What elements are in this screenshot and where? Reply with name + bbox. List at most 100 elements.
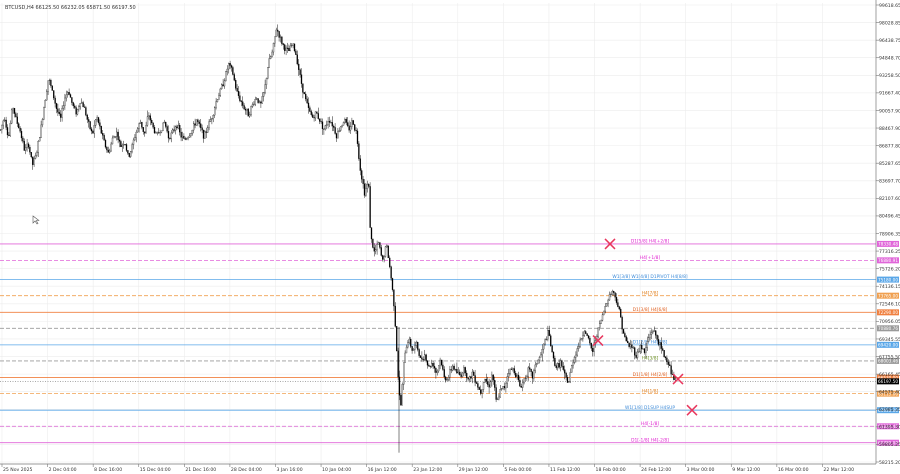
level-price-tag bbox=[877, 439, 899, 446]
level-price-tag-text: 72290.00 bbox=[878, 310, 898, 315]
candle-body bbox=[324, 125, 326, 130]
price-tick-label: 66165.45 bbox=[879, 372, 900, 378]
candle-body bbox=[412, 349, 415, 351]
time-tick-label: 10 Jan 04:00 bbox=[322, 467, 351, 473]
candle-body bbox=[146, 116, 149, 126]
candle-body bbox=[557, 363, 559, 368]
candle-body bbox=[411, 346, 413, 351]
candle-body bbox=[254, 99, 256, 105]
candle-body bbox=[263, 92, 265, 97]
candle-body bbox=[488, 384, 490, 388]
level-label: H4[7/8] bbox=[642, 290, 659, 296]
time-tick-label: 11 Feb 12:00 bbox=[550, 467, 580, 473]
candle-body bbox=[438, 365, 440, 372]
price-tick-label: 83697.70 bbox=[879, 179, 900, 185]
candle-body bbox=[251, 104, 254, 107]
candle-body bbox=[349, 126, 352, 131]
candle-body bbox=[482, 382, 485, 390]
candle-body bbox=[456, 369, 458, 374]
candle-body bbox=[436, 370, 438, 373]
chart-grid bbox=[0, 3, 876, 464]
candle-body bbox=[575, 354, 577, 358]
candle-body bbox=[475, 382, 478, 384]
candle-body bbox=[215, 101, 217, 108]
candle-body bbox=[558, 363, 560, 368]
candle-body bbox=[580, 338, 583, 341]
level-price-tag bbox=[877, 276, 899, 283]
candle-body bbox=[426, 360, 429, 366]
candle-body bbox=[116, 131, 118, 137]
candle-body bbox=[543, 343, 545, 350]
candle-body bbox=[107, 149, 109, 153]
price-tick-label: 74136.15 bbox=[879, 284, 900, 290]
candle-body bbox=[62, 105, 65, 109]
candle-body bbox=[421, 357, 423, 360]
candle-body bbox=[670, 365, 672, 375]
candle-body bbox=[541, 349, 543, 356]
candle-body bbox=[47, 80, 49, 92]
candle-body bbox=[352, 120, 354, 125]
candle-body bbox=[190, 133, 192, 137]
candle-body bbox=[362, 179, 364, 184]
level-price-tag-text: 62230.45 bbox=[878, 424, 898, 429]
candle-body bbox=[547, 330, 549, 340]
candle-body bbox=[496, 398, 499, 400]
candle-body bbox=[559, 360, 562, 368]
candle-body bbox=[375, 249, 377, 252]
candle-body bbox=[415, 341, 417, 346]
candle-body bbox=[176, 126, 178, 129]
candle-body bbox=[79, 103, 81, 107]
candle-body bbox=[244, 108, 247, 111]
candle-body bbox=[561, 360, 563, 367]
candle-body bbox=[284, 44, 286, 51]
candle-body bbox=[523, 378, 525, 383]
candle-body bbox=[410, 338, 412, 347]
candle-body bbox=[163, 121, 165, 124]
candle-body bbox=[383, 256, 385, 260]
candle-body bbox=[225, 71, 227, 81]
candle-body bbox=[142, 127, 144, 132]
candle-body bbox=[498, 396, 500, 400]
candle-body bbox=[428, 365, 430, 367]
candle-body bbox=[314, 111, 317, 119]
candle-body bbox=[286, 47, 289, 49]
candle-body bbox=[657, 339, 660, 345]
price-tick-label: 94848.70 bbox=[879, 56, 900, 62]
candle-body bbox=[604, 306, 606, 312]
candle-body bbox=[29, 147, 31, 153]
candle-body bbox=[170, 132, 172, 139]
candle-body bbox=[321, 121, 324, 130]
candle-body bbox=[435, 368, 437, 373]
candle-body bbox=[181, 135, 184, 138]
level-price-tag bbox=[877, 357, 899, 364]
candle-series bbox=[0, 24, 676, 453]
candle-body bbox=[261, 96, 263, 104]
candle-body bbox=[334, 127, 336, 134]
price-tick-label: 72546.10 bbox=[879, 302, 900, 308]
candle-body bbox=[158, 132, 160, 134]
time-tick-label: 28 Dec 04:00 bbox=[231, 467, 262, 473]
level-price-tag-text: 76880.91 bbox=[878, 258, 898, 263]
candle-body bbox=[58, 112, 60, 115]
candle-body bbox=[218, 95, 220, 100]
candle-body bbox=[212, 115, 214, 119]
candle-body bbox=[590, 342, 592, 349]
candle-body bbox=[81, 102, 83, 104]
candle-body bbox=[487, 381, 489, 385]
candle-body bbox=[23, 141, 25, 151]
current-price-tag-text: 66197.50 bbox=[878, 379, 898, 384]
candle-body bbox=[439, 359, 441, 366]
candle-body bbox=[537, 359, 539, 364]
candle-body bbox=[579, 339, 581, 347]
candle-body bbox=[186, 138, 188, 140]
candle-body bbox=[92, 130, 94, 134]
candle-body bbox=[278, 31, 280, 38]
candle-body bbox=[522, 382, 524, 388]
candle-body bbox=[104, 140, 107, 148]
candle-body bbox=[239, 95, 241, 101]
candle-body bbox=[236, 88, 238, 92]
candle-body bbox=[417, 341, 419, 350]
candle-body bbox=[663, 350, 665, 358]
